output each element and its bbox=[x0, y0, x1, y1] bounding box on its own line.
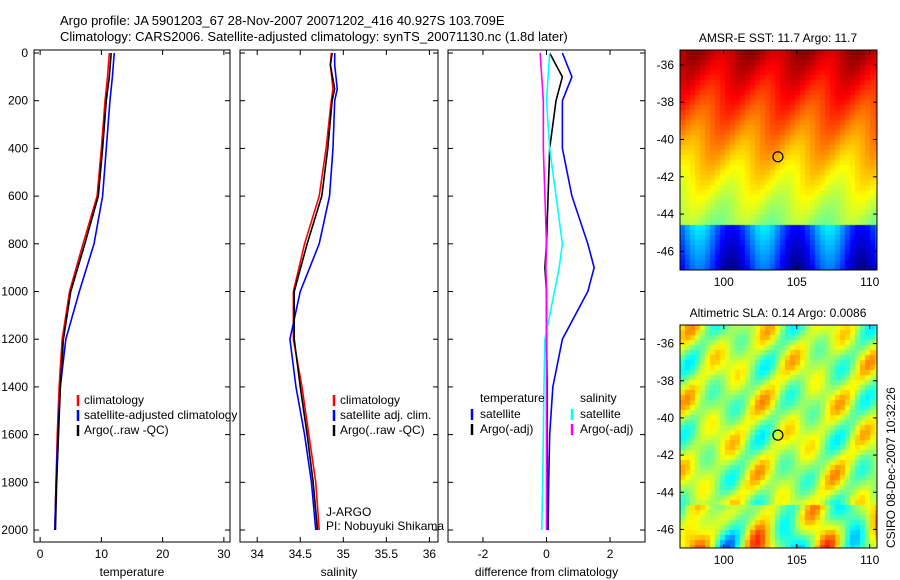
map-y-tick-label: -36 bbox=[657, 58, 675, 72]
map-y-tick-label: -46 bbox=[657, 522, 675, 536]
x-axis-label: difference from climatology bbox=[475, 565, 618, 579]
x-tick-label: 34.5 bbox=[289, 547, 313, 561]
series-line-climatology bbox=[54, 52, 111, 531]
sla-map bbox=[680, 325, 877, 548]
map-x-tick-label: 110 bbox=[860, 275, 879, 289]
legend-label: Argo(..raw -QC) bbox=[84, 423, 169, 437]
y-tick-label: 1200 bbox=[1, 332, 28, 346]
x-tick-label: 0 bbox=[37, 547, 44, 561]
sst-map bbox=[680, 50, 877, 270]
panel-frame bbox=[33, 49, 231, 543]
map-x-tick-label: 105 bbox=[787, 275, 807, 289]
y-tick-label: 400 bbox=[8, 141, 28, 155]
y-tick-label: 1800 bbox=[1, 475, 28, 489]
x-tick-label: 35 bbox=[337, 547, 351, 561]
legend-header: salinity bbox=[580, 391, 617, 405]
map-title: Altimetric SLA: 0.14 Argo: 0.0086 bbox=[690, 306, 867, 320]
legend-label: satellite bbox=[480, 407, 521, 421]
title-line-2: Climatology: CARS2006. Satellite-adjuste… bbox=[60, 29, 568, 44]
map-frame bbox=[679, 324, 878, 549]
series-line-climatology bbox=[292, 52, 334, 531]
x-tick-label: 2 bbox=[607, 547, 614, 561]
annotation-text: PI: Nobuyuki Shikama bbox=[326, 519, 444, 533]
map-y-tick-label: -42 bbox=[657, 448, 675, 462]
map-y-tick-label: -46 bbox=[657, 244, 675, 258]
map-y-tick-label: -36 bbox=[657, 337, 675, 351]
series-line-satellite-adj-clim- bbox=[289, 53, 339, 531]
map-y-tick-label: -40 bbox=[657, 411, 675, 425]
series-line-salinity-argo-adj- bbox=[539, 52, 548, 530]
map-x-tick-label: 100 bbox=[714, 553, 734, 567]
map-title: AMSR-E SST: 11.7 Argo: 11.7 bbox=[699, 31, 858, 45]
map-y-tick-label: -40 bbox=[657, 132, 675, 146]
map-y-tick-label: -42 bbox=[657, 170, 675, 184]
legend-label: Argo(..raw -QC) bbox=[340, 423, 425, 437]
panel-frame bbox=[239, 49, 439, 543]
x-tick-label: 30 bbox=[217, 547, 231, 561]
map-y-tick-label: -38 bbox=[657, 95, 675, 109]
x-tick-label: 10 bbox=[95, 547, 109, 561]
x-tick-label: 0 bbox=[543, 547, 550, 561]
legend-label: Argo(-adj) bbox=[580, 422, 633, 436]
legend-label: Argo(-adj) bbox=[480, 422, 533, 436]
legend-label: climatology bbox=[340, 393, 400, 407]
argo-position-marker bbox=[772, 429, 784, 441]
y-tick-label: 600 bbox=[8, 189, 28, 203]
map-y-tick-label: -38 bbox=[657, 374, 675, 388]
series-line-argo-raw-qc- bbox=[54, 52, 112, 531]
y-tick-label: 1400 bbox=[1, 380, 28, 394]
y-tick-label: 800 bbox=[8, 237, 28, 251]
series-line-temperature-satellite bbox=[547, 52, 595, 531]
x-axis-label: temperature bbox=[100, 565, 165, 579]
map-y-tick-label: -44 bbox=[657, 485, 675, 499]
map-x-tick-label: 100 bbox=[714, 275, 734, 289]
title-line-1: Argo profile: JA 5901203_67 28-Nov-2007 … bbox=[60, 13, 505, 28]
series-line-salinity-satellite bbox=[540, 52, 564, 531]
series-line-argo-raw-qc- bbox=[293, 52, 336, 531]
annotation-text: J-ARGO bbox=[326, 505, 371, 519]
x-tick-label: 34 bbox=[251, 547, 265, 561]
x-tick-label: -2 bbox=[478, 547, 489, 561]
y-tick-label: 1600 bbox=[1, 428, 28, 442]
legend-label: satellite-adjusted climatology bbox=[84, 408, 237, 422]
credit-label: CSIRO 08-Dec-2007 10:32:26 bbox=[884, 387, 898, 548]
legend-label: satellite adj. clim. bbox=[340, 408, 431, 422]
y-tick-label: 1000 bbox=[1, 285, 28, 299]
x-tick-label: 35.5 bbox=[375, 547, 399, 561]
map-x-tick-label: 110 bbox=[860, 553, 879, 567]
legend-header: temperature bbox=[480, 391, 545, 405]
y-tick-label: 200 bbox=[8, 94, 28, 108]
y-tick-label: 2000 bbox=[1, 523, 28, 537]
argo-position-marker bbox=[772, 151, 784, 163]
map-frame bbox=[679, 49, 878, 271]
x-axis-label: salinity bbox=[321, 565, 358, 579]
legend-label: climatology bbox=[84, 393, 144, 407]
x-tick-label: 36 bbox=[423, 547, 437, 561]
y-tick-label: 0 bbox=[21, 46, 28, 60]
legend-label: satellite bbox=[580, 407, 621, 421]
map-y-tick-label: -44 bbox=[657, 207, 675, 221]
x-tick-label: 20 bbox=[156, 547, 170, 561]
series-line-satellite-adjusted-climatology bbox=[54, 52, 116, 531]
map-x-tick-label: 105 bbox=[787, 553, 807, 567]
